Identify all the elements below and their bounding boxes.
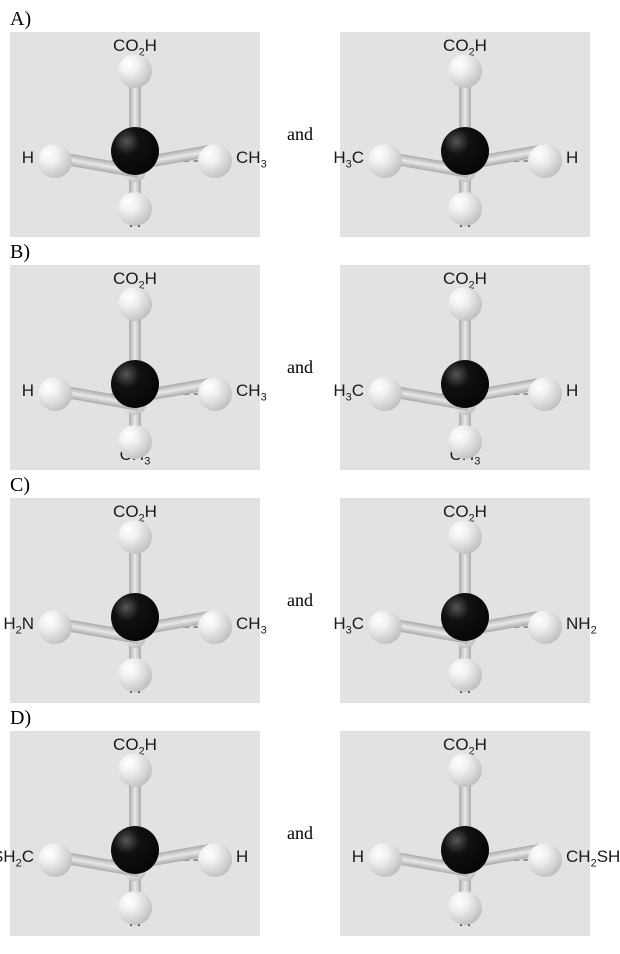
- substituent-atom-bottom: [118, 658, 152, 692]
- substituent-atom-left: [38, 377, 72, 411]
- center-atom: [441, 127, 489, 175]
- question-row: C) CO2H H2N CH3 H and CO2H H3C: [10, 476, 610, 703]
- label-right: H: [566, 148, 578, 168]
- connector-text: and: [260, 124, 340, 145]
- substituent-atom-right: [528, 377, 562, 411]
- substituent-atom-right: [528, 843, 562, 877]
- label-right: H: [566, 381, 578, 401]
- center-atom: [441, 826, 489, 874]
- substituent-atom-bottom: [448, 658, 482, 692]
- substituent-atom-top: [118, 753, 152, 787]
- substituent-atom-right: [528, 144, 562, 178]
- label-left: HSH2C: [0, 847, 34, 869]
- substituent-atom-left: [368, 144, 402, 178]
- label-right: CH2SH: [566, 847, 620, 869]
- substituent-atom-right: [198, 144, 232, 178]
- substituent-atom-bottom: [448, 425, 482, 459]
- question-row: A) CO2H H CH3 H and CO2H H3C: [10, 10, 610, 237]
- substituent-atom-left: [38, 843, 72, 877]
- substituent-atom-top: [118, 287, 152, 321]
- molecule-panel: CO2H H2N CH3 H: [10, 498, 260, 703]
- substituent-atom-bottom: [448, 192, 482, 226]
- question-row: D) CO2H HSH2C H H and CO2H H: [10, 709, 610, 936]
- label-right: NH2: [566, 614, 597, 636]
- substituent-atom-bottom: [118, 891, 152, 925]
- connector-text: and: [260, 823, 340, 844]
- substituent-atom-right: [198, 610, 232, 644]
- molecule-panel: CO2H H CH2SH H: [340, 731, 590, 936]
- label-right: CH3: [236, 148, 267, 170]
- substituent-atom-top: [448, 287, 482, 321]
- label-left: H3C: [333, 381, 364, 403]
- substituent-atom-left: [368, 610, 402, 644]
- substituent-atom-bottom: [448, 891, 482, 925]
- center-atom: [111, 127, 159, 175]
- molecule-panel: CO2H HSH2C H H: [10, 731, 260, 936]
- substituent-atom-top: [448, 753, 482, 787]
- substituent-atom-right: [528, 610, 562, 644]
- label-left: H: [352, 847, 364, 867]
- molecule-panel: CO2H H CH3 H: [10, 32, 260, 237]
- center-atom: [441, 593, 489, 641]
- option-label: C): [10, 474, 30, 497]
- center-atom: [111, 826, 159, 874]
- label-left: H3C: [333, 614, 364, 636]
- label-right: CH3: [236, 614, 267, 636]
- option-label: A): [10, 8, 31, 31]
- substituent-atom-right: [198, 843, 232, 877]
- label-left: H3C: [333, 148, 364, 170]
- substituent-atom-left: [38, 610, 72, 644]
- label-left: H2N: [3, 614, 34, 636]
- label-right: H: [236, 847, 248, 867]
- molecule-panel: CO2H H CH3 CH3: [10, 265, 260, 470]
- substituent-atom-left: [368, 843, 402, 877]
- molecule-panel: CO2H H3C H CH3: [340, 265, 590, 470]
- center-atom: [441, 360, 489, 408]
- substituent-atom-top: [118, 520, 152, 554]
- substituent-atom-top: [118, 54, 152, 88]
- substituent-atom-bottom: [118, 425, 152, 459]
- substituent-atom-left: [368, 377, 402, 411]
- substituent-atom-right: [198, 377, 232, 411]
- label-left: H: [22, 148, 34, 168]
- option-label: B): [10, 241, 30, 264]
- connector-text: and: [260, 590, 340, 611]
- substituent-atom-top: [448, 54, 482, 88]
- connector-text: and: [260, 357, 340, 378]
- label-right: CH3: [236, 381, 267, 403]
- substituent-atom-top: [448, 520, 482, 554]
- option-label: D): [10, 707, 31, 730]
- substituent-atom-left: [38, 144, 72, 178]
- molecule-panel: CO2H H3C H H: [340, 32, 590, 237]
- molecule-panel: CO2H H3C NH2 H: [340, 498, 590, 703]
- label-left: H: [22, 381, 34, 401]
- question-row: B) CO2H H CH3 CH3 and CO2H H3C: [10, 243, 610, 470]
- center-atom: [111, 360, 159, 408]
- substituent-atom-bottom: [118, 192, 152, 226]
- center-atom: [111, 593, 159, 641]
